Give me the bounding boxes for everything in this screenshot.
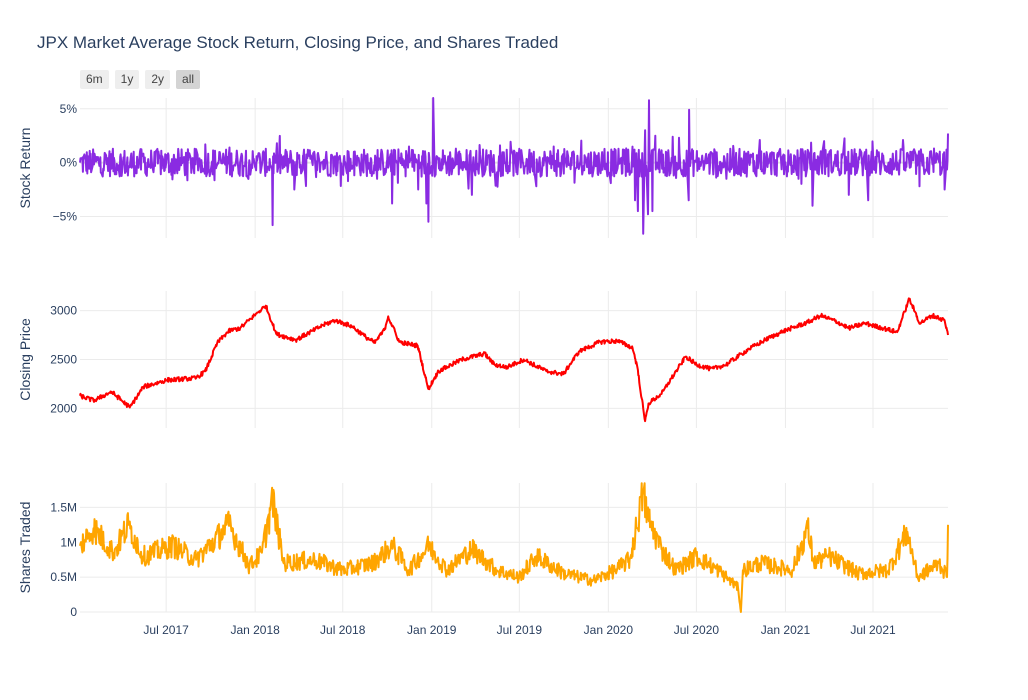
x-tick-label: Jul 2019 [497,623,543,637]
y-tick-label: 5% [60,102,78,116]
x-tick-label: Jan 2020 [584,623,634,637]
y-axis-title: Closing Price [17,318,33,401]
y-tick-label: 0 [70,605,77,619]
y-axis-title: Stock Return [17,128,33,209]
data-line-price [79,297,949,423]
x-tick-label: Jan 2021 [761,623,811,637]
y-tick-label: 2500 [50,353,77,367]
y-tick-label: 1.5M [50,500,77,514]
y-tick-label: 3000 [50,304,77,318]
range-button-all[interactable]: all [176,70,201,89]
range-selector: 6m 1y 2y all [80,70,201,89]
range-button-1y[interactable]: 1y [114,70,140,89]
x-tick-label: Jan 2018 [230,623,280,637]
x-tick-label: Jul 2018 [320,623,366,637]
y-axis-title: Shares Traded [17,502,33,594]
range-button-2y[interactable]: 2y [145,70,171,89]
x-tick-label: Jul 2020 [674,623,720,637]
range-button-6m[interactable]: 6m [80,70,109,89]
chart-title: JPX Market Average Stock Return, Closing… [37,33,559,52]
x-tick-label: Jul 2021 [850,623,896,637]
data-line-return [79,97,949,235]
x-tick-label: Jul 2017 [143,623,189,637]
y-tick-label: 1M [60,535,77,549]
x-tick-label: Jan 2019 [407,623,457,637]
y-tick-label: 2000 [50,401,77,415]
y-tick-label: 0% [60,156,78,170]
y-tick-label: 0.5M [50,570,77,584]
y-tick-label: −5% [53,209,78,223]
data-line-shares [79,482,949,613]
